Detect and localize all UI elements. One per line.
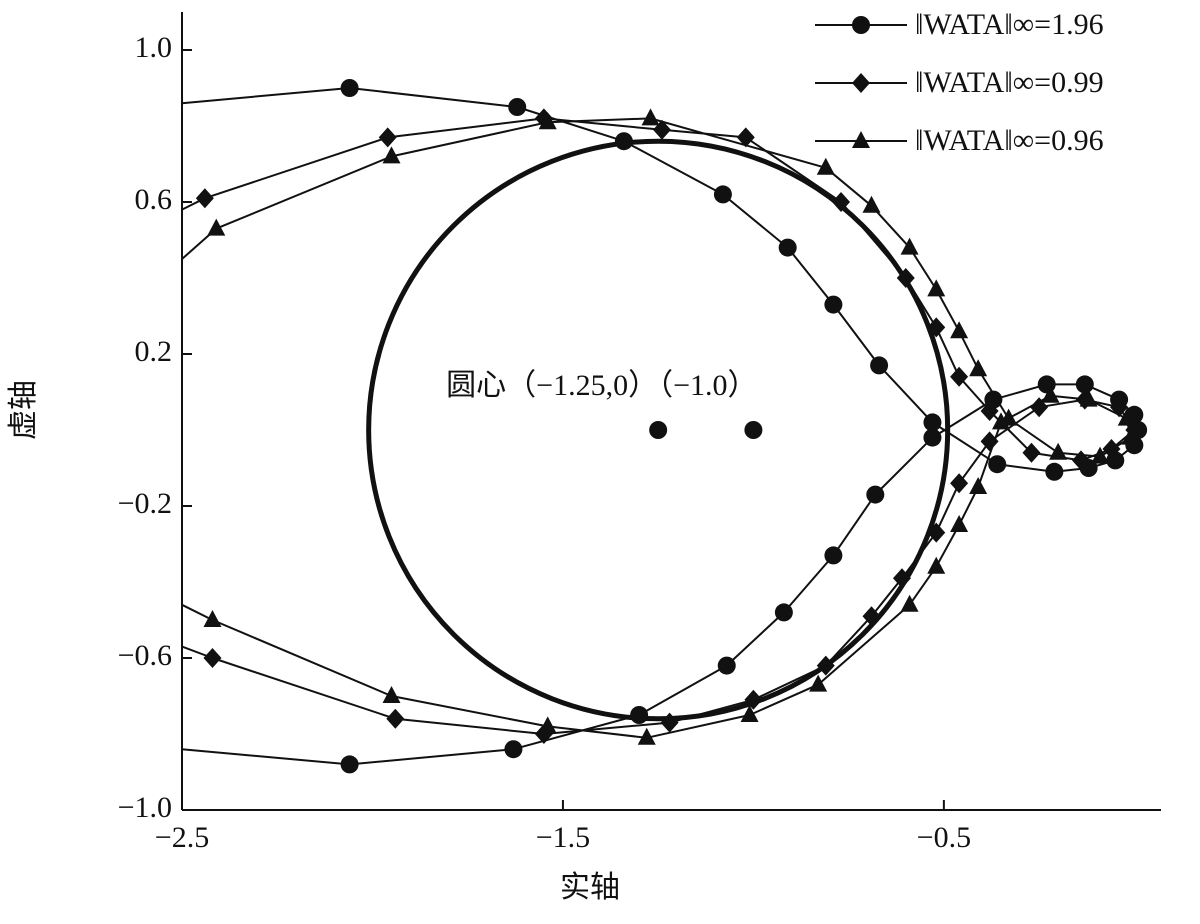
y-tick-label: 1.0 [135, 31, 173, 64]
marker [1121, 427, 1140, 445]
marker [866, 485, 885, 504]
y-axis-label: 虚轴 [7, 380, 40, 440]
marker [927, 522, 946, 543]
marker [980, 401, 999, 421]
marker [203, 648, 222, 668]
marker [950, 366, 969, 387]
marker [862, 195, 881, 213]
y-tick-label: 0.2 [135, 335, 173, 368]
marker [1075, 375, 1094, 394]
marker [900, 237, 919, 255]
marker [340, 79, 359, 97]
marker [1049, 442, 1068, 460]
marker [717, 656, 736, 675]
marker [538, 716, 557, 734]
marker [927, 556, 946, 574]
marker [630, 706, 649, 724]
series-line [181, 117, 1132, 739]
marker [744, 689, 763, 710]
center-point [744, 421, 763, 439]
marker [736, 127, 755, 148]
marker [740, 705, 759, 722]
marker [778, 238, 797, 257]
marker [980, 431, 999, 452]
marker [207, 218, 226, 236]
marker [870, 356, 889, 375]
marker [862, 606, 881, 627]
marker [923, 428, 942, 447]
y-tick-label: −1.0 [118, 791, 172, 824]
marker [538, 112, 557, 130]
x-tick-label: −2.5 [155, 821, 209, 854]
marker [1079, 389, 1098, 407]
marker [660, 712, 679, 733]
marker [641, 108, 660, 126]
center-point [649, 421, 668, 439]
marker [927, 279, 946, 297]
marker [900, 594, 919, 612]
legend-label: ‖WATA‖∞=0.99 [915, 66, 1104, 99]
marker [340, 755, 359, 774]
marker [832, 192, 851, 212]
reference-circle [366, 138, 951, 722]
legend-marker [852, 73, 870, 93]
annotation: 圆心（−1.25,0）（−1.0） [446, 369, 757, 402]
marker [508, 98, 527, 116]
marker [382, 146, 401, 164]
marker [892, 568, 911, 589]
marker [969, 359, 988, 377]
marker [809, 674, 828, 692]
marker [1041, 385, 1060, 403]
marker [923, 413, 942, 432]
marker [927, 317, 946, 338]
legend-label: ‖WATA‖∞=0.96 [915, 124, 1104, 157]
marker [382, 686, 401, 703]
marker [896, 268, 915, 288]
marker [637, 727, 656, 745]
marker [1045, 462, 1064, 481]
marker [504, 740, 523, 759]
marker [816, 157, 835, 175]
legend-marker [852, 16, 870, 34]
marker [816, 655, 835, 676]
marker [1117, 408, 1136, 426]
marker [950, 321, 969, 339]
marker [378, 127, 397, 148]
marker [614, 132, 633, 151]
marker [1022, 442, 1041, 463]
y-tick-label: −0.6 [118, 639, 172, 672]
x-tick-label: −1.5 [536, 821, 590, 854]
x-tick-label: −0.5 [917, 821, 971, 854]
marker [713, 185, 732, 204]
y-tick-label: 0.6 [135, 183, 173, 216]
marker [1091, 446, 1110, 464]
marker [950, 473, 969, 494]
marker [988, 455, 1007, 474]
legend-label: ‖WATA‖∞=1.96 [915, 8, 1104, 41]
marker [950, 515, 969, 532]
marker [386, 708, 405, 729]
y-tick-label: −0.2 [118, 487, 172, 520]
marker [203, 610, 222, 627]
legend-marker [852, 131, 870, 148]
marker [824, 546, 843, 565]
x-axis-label: 实轴 [560, 871, 620, 904]
marker [824, 295, 843, 314]
marker [969, 477, 988, 494]
marker [992, 412, 1011, 430]
marker [195, 188, 214, 209]
marker [774, 603, 793, 622]
